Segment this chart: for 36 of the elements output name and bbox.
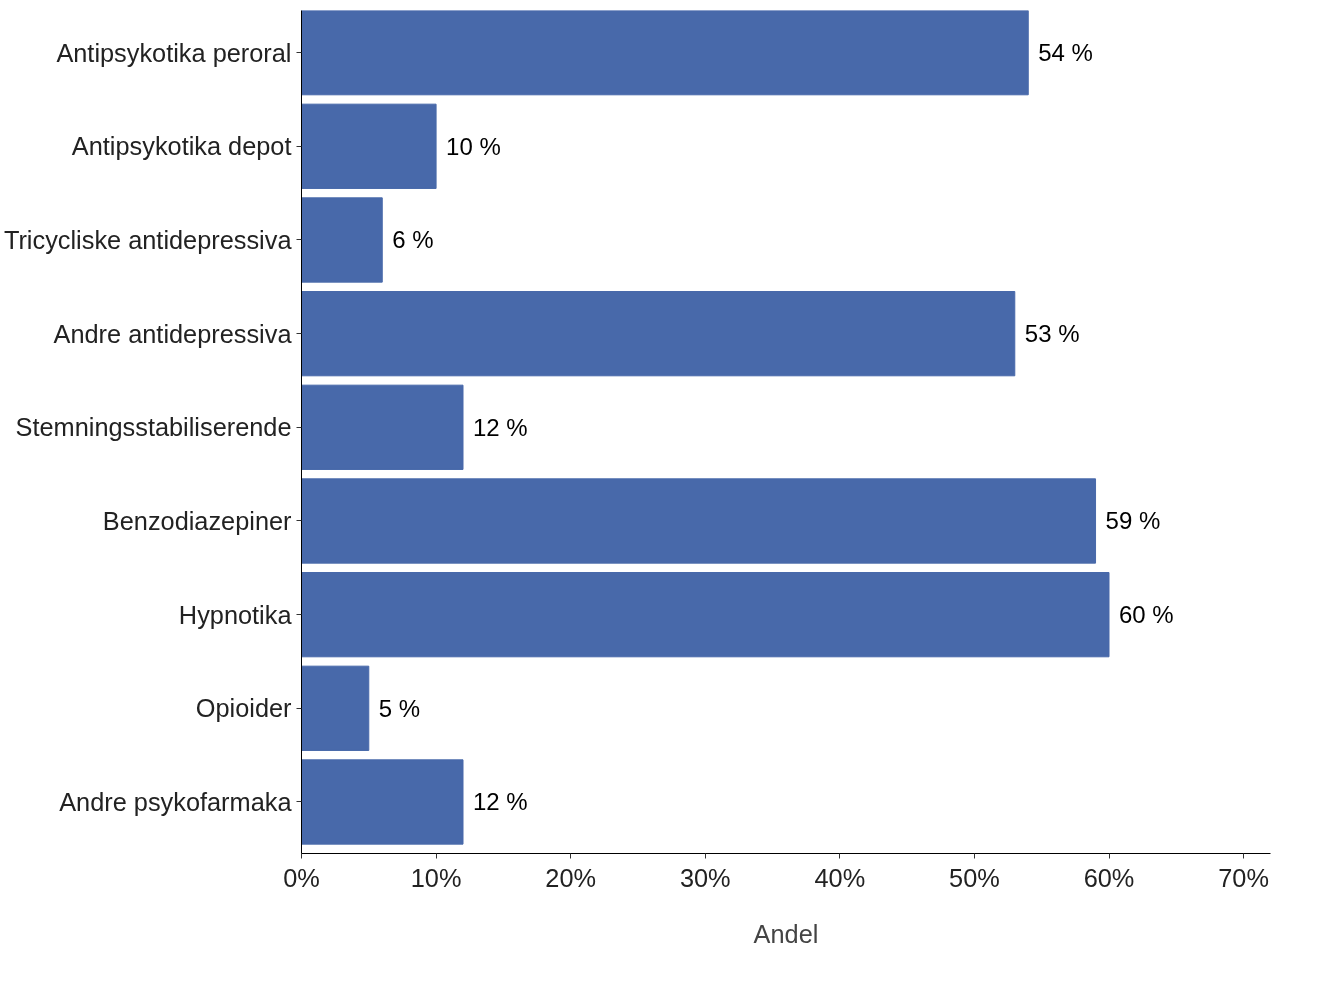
y-tick-label: Opioider [195, 694, 293, 723]
data-label: 59 % [1105, 507, 1161, 535]
data-label: 60 % [1119, 601, 1174, 629]
x-tick-label: 60% [1083, 863, 1135, 892]
bar [301, 665, 370, 751]
x-tick-label: 50% [949, 863, 1000, 892]
y-tick-label: Antipsykotika depot [71, 132, 292, 161]
x-axis-title: Andel [753, 919, 819, 948]
bar [301, 759, 464, 845]
x-tick-label: 70% [1218, 863, 1269, 892]
bar [301, 103, 437, 189]
x-tick-label: 40% [814, 863, 866, 892]
y-tick-label: Hypnotika [178, 600, 293, 629]
data-label: 12 % [473, 788, 528, 816]
bar [301, 478, 1097, 564]
data-label: 53 % [1024, 320, 1080, 348]
data-label: 54 % [1038, 39, 1093, 67]
data-label: 12 % [473, 413, 528, 441]
bar [301, 384, 464, 470]
y-tick-label: Stemningsstabiliserende [15, 413, 292, 442]
x-tick-label: 0% [283, 863, 320, 892]
y-tick-label: Tricycliske antidepressiva [3, 225, 293, 254]
y-tick-label: Andre antidepressiva [53, 319, 293, 348]
y-tick-label: Benzodiazepiner [102, 506, 293, 535]
x-tick-label: 30% [679, 863, 731, 892]
y-tick-label: Andre psykofarmaka [59, 787, 293, 816]
bar [301, 291, 1016, 377]
data-label: 6 % [392, 226, 434, 254]
data-label: 5 % [378, 694, 421, 722]
y-tick-label: Antipsykotika peroral [56, 38, 292, 67]
bar [301, 572, 1110, 658]
bar [301, 197, 383, 283]
bar [301, 10, 1029, 96]
x-tick-label: 20% [545, 863, 597, 892]
data-label: 10 % [446, 132, 501, 160]
x-tick-label: 10% [410, 863, 462, 892]
